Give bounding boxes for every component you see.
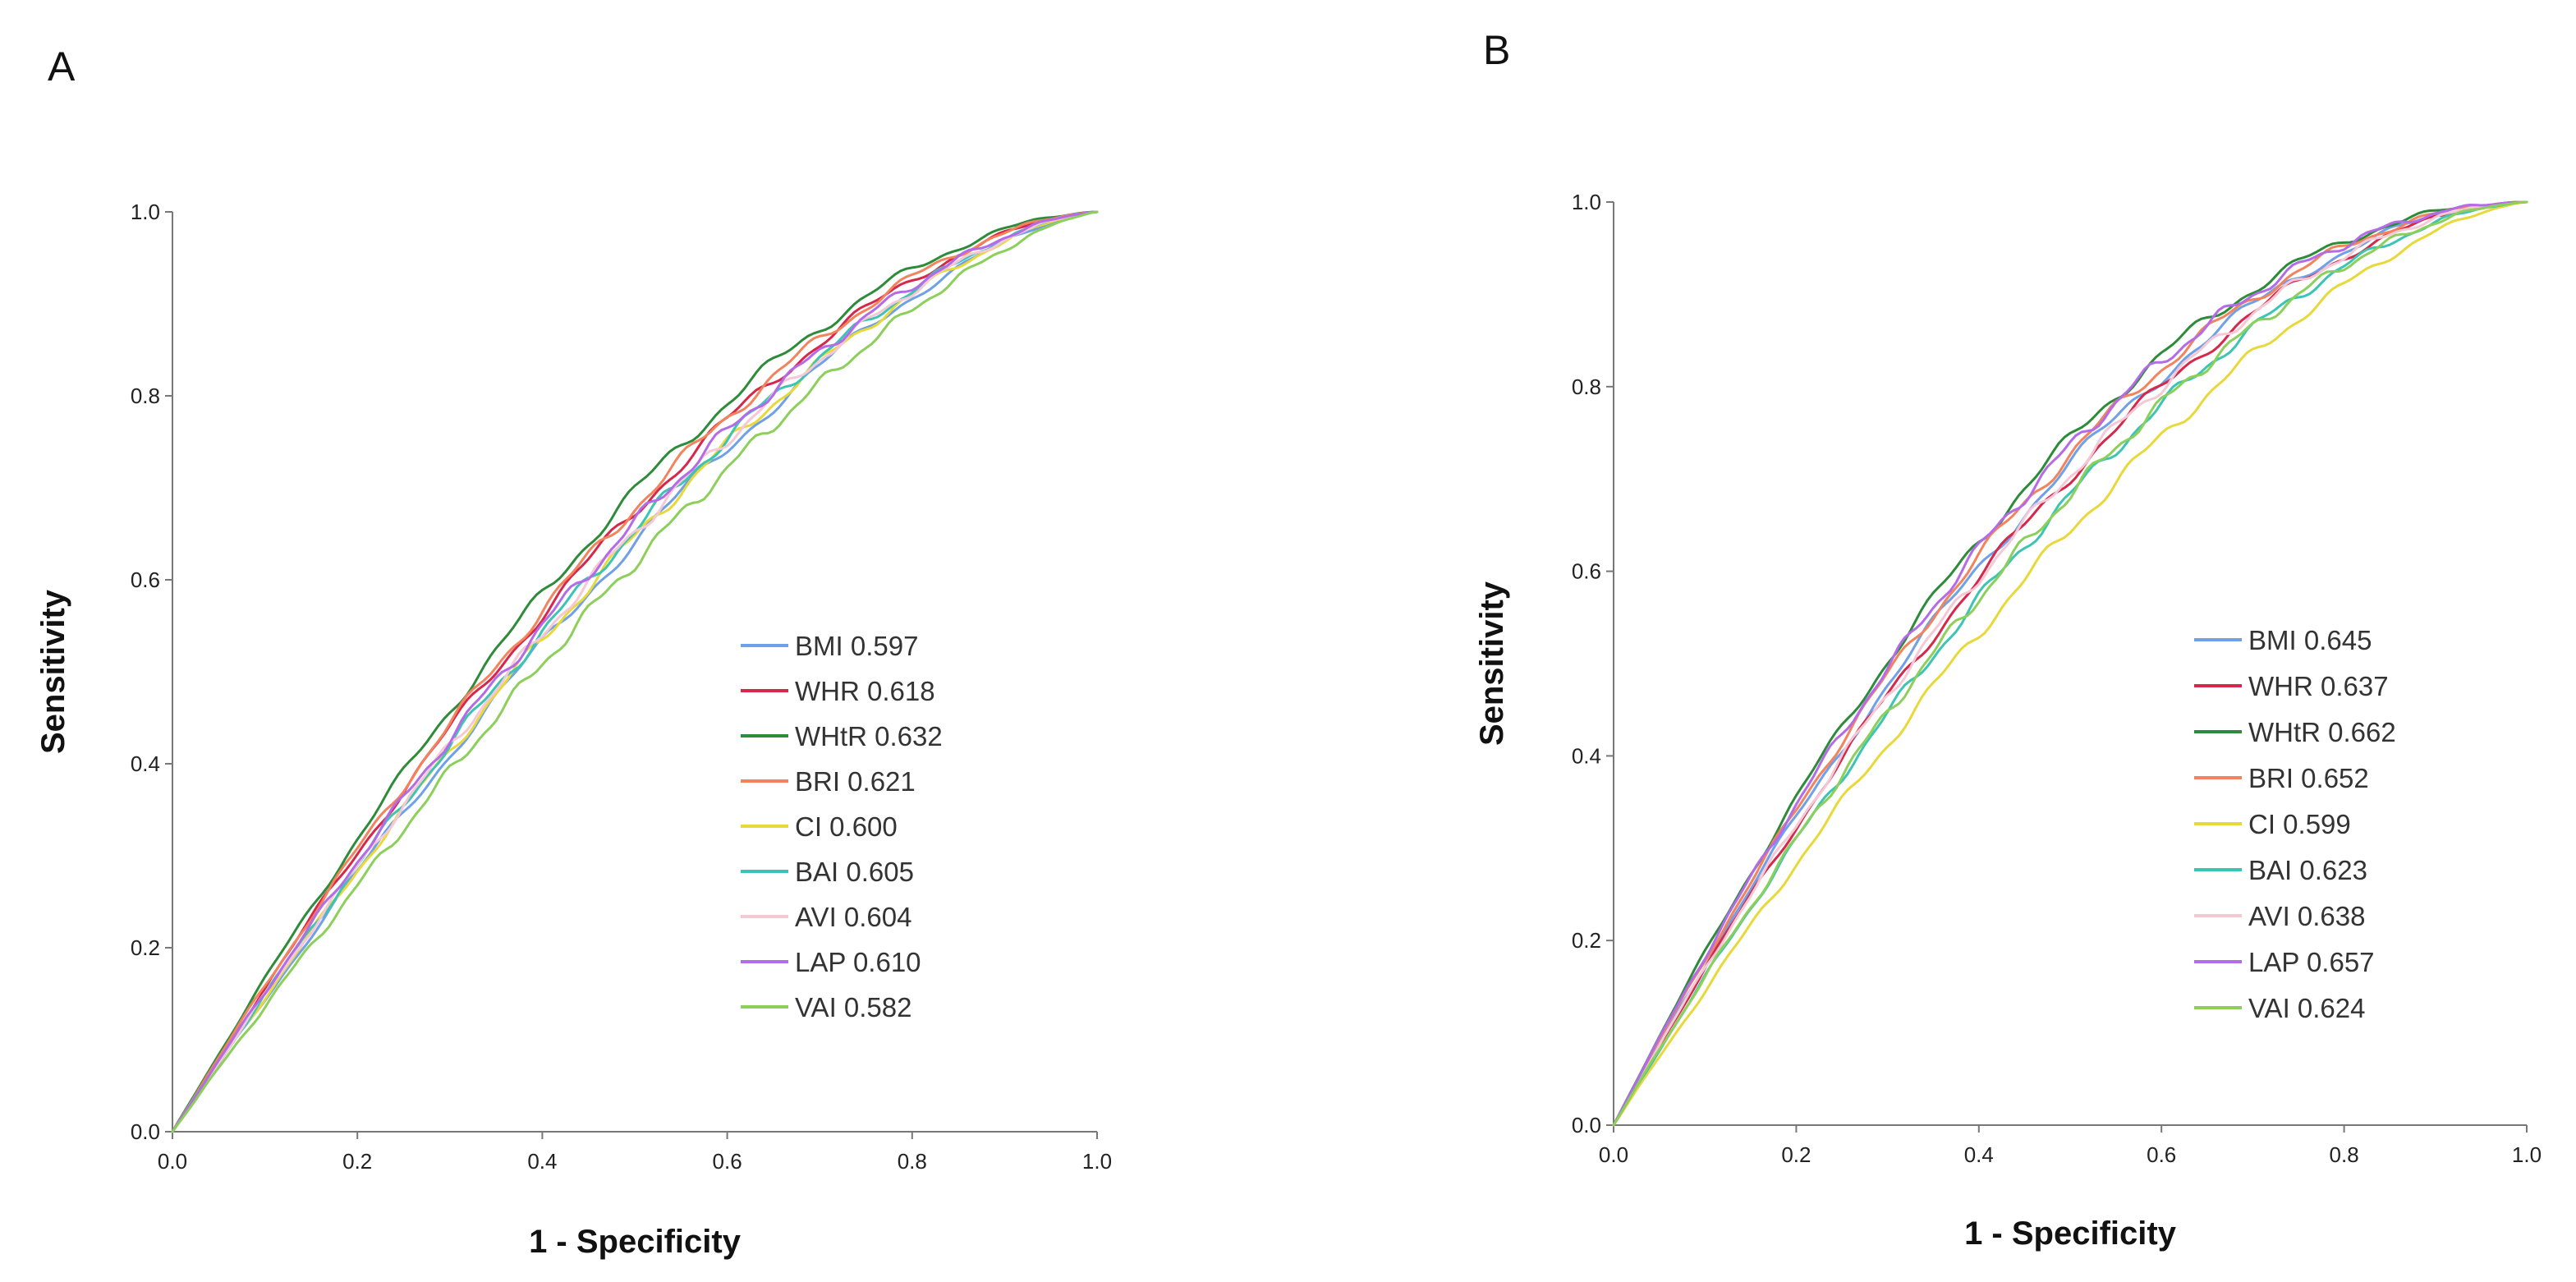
y-tick-label: 0.6 bbox=[1572, 559, 1601, 584]
roc-curve-lap bbox=[171, 210, 1099, 1133]
y-tick-label: 0.0 bbox=[1572, 1113, 1601, 1137]
legend-label: WHtR 0.662 bbox=[2248, 717, 2396, 747]
legend-label: LAP 0.657 bbox=[2248, 947, 2375, 977]
y-axis-title: Sensitivity bbox=[35, 589, 71, 754]
panel-a: A 0.0 0.0 0.2 0.2 0.4 0.4 0.6 0.6 0.8 0.8 1.0 1.0 1 -… bbox=[35, 44, 1112, 1260]
legend-label: AVI 0.638 bbox=[2248, 901, 2366, 931]
x-axis-title: 1 - Specificity bbox=[1964, 1215, 2177, 1252]
roc-curve-ci bbox=[1612, 200, 2528, 1127]
roc-curve-avi bbox=[1612, 200, 2528, 1127]
x-tick-label: 0.0 bbox=[1599, 1142, 1628, 1167]
legend-label: AVI 0.604 bbox=[795, 902, 912, 932]
y-tick-label: 0.4 bbox=[1572, 743, 1601, 768]
legend-label: WHtR 0.632 bbox=[795, 721, 943, 751]
y-axis-title: Sensitivity bbox=[1474, 581, 1510, 746]
legend-label: BMI 0.597 bbox=[795, 631, 918, 661]
roc-curve-vai bbox=[1612, 200, 2528, 1127]
roc-curve-bmi bbox=[1612, 200, 2528, 1127]
roc-curve-bmi bbox=[171, 210, 1099, 1133]
roc-curve-whr bbox=[1612, 200, 2528, 1127]
legend-label: CI 0.599 bbox=[2248, 809, 2351, 839]
legend-label: BAI 0.623 bbox=[2248, 855, 2367, 885]
y-tick-label: 0.2 bbox=[131, 935, 160, 960]
x-tick-label: 0.0 bbox=[158, 1149, 187, 1174]
y-tick-label: 0.8 bbox=[131, 384, 160, 408]
x-tick-label: 0.8 bbox=[2330, 1142, 2359, 1167]
legend-label: CI 0.600 bbox=[795, 811, 898, 842]
roc-curve-ci bbox=[171, 210, 1099, 1133]
panel-letter: B bbox=[1483, 27, 1510, 73]
x-tick-label: 0.2 bbox=[342, 1149, 372, 1174]
y-tick-label: 0.6 bbox=[131, 567, 160, 592]
panel-letter: A bbox=[48, 44, 76, 90]
legend-label: VAI 0.582 bbox=[795, 992, 912, 1022]
roc-curve-bai bbox=[171, 210, 1099, 1133]
legend-label: WHR 0.618 bbox=[795, 676, 935, 706]
legend-label: VAI 0.624 bbox=[2248, 993, 2366, 1023]
x-tick-label: 0.6 bbox=[713, 1149, 742, 1174]
legend-label: BAI 0.605 bbox=[795, 857, 914, 887]
x-tick-label: 1.0 bbox=[1082, 1149, 1112, 1174]
x-tick-label: 0.4 bbox=[1964, 1142, 1994, 1167]
legend-label: WHR 0.637 bbox=[2248, 671, 2389, 701]
y-tick-label: 1.0 bbox=[1572, 190, 1601, 214]
x-tick-label: 0.4 bbox=[527, 1149, 557, 1174]
roc-curve-whtr bbox=[171, 210, 1099, 1133]
roc-curve-avi bbox=[171, 210, 1099, 1133]
x-tick-label: 0.2 bbox=[1781, 1142, 1811, 1167]
x-axis-title: 1 - Specificity bbox=[529, 1224, 742, 1260]
y-tick-label: 0.0 bbox=[131, 1119, 160, 1144]
legend-label: BMI 0.645 bbox=[2248, 625, 2372, 655]
x-tick-label: 0.8 bbox=[898, 1149, 927, 1174]
y-tick-label: 0.2 bbox=[1572, 928, 1601, 953]
legend-label: LAP 0.610 bbox=[795, 947, 921, 977]
x-tick-label: 0.6 bbox=[2147, 1142, 2176, 1167]
x-tick-label: 1.0 bbox=[2512, 1142, 2542, 1167]
roc-curve-bri bbox=[1612, 200, 2528, 1127]
roc-curve-whtr bbox=[1612, 200, 2528, 1127]
legend-label: BRI 0.621 bbox=[795, 766, 916, 797]
roc-curve-bri bbox=[171, 210, 1099, 1133]
y-tick-label: 0.4 bbox=[131, 751, 160, 776]
roc-curve-whr bbox=[171, 210, 1099, 1133]
roc-curve-lap bbox=[1612, 200, 2528, 1127]
roc-curve-bai bbox=[1612, 200, 2528, 1127]
y-tick-label: 0.8 bbox=[1572, 374, 1601, 399]
y-tick-label: 1.0 bbox=[131, 200, 160, 224]
panel-b: B 0.0 0.0 0.2 0.2 0.4 0.4 0.6 0.6 0.8 0.8 1.0 1.0 1 -… bbox=[1474, 27, 2542, 1252]
roc-curve-vai bbox=[171, 210, 1099, 1133]
legend-label: BRI 0.652 bbox=[2248, 763, 2369, 793]
